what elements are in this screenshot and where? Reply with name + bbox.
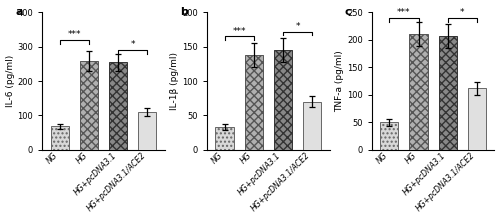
Bar [244, 55, 263, 150]
Bar [380, 122, 398, 150]
Bar [468, 88, 486, 150]
Y-axis label: IL-1β (pg/ml): IL-1β (pg/ml) [170, 52, 179, 110]
Text: c: c [345, 7, 352, 17]
Text: ***: *** [232, 27, 246, 36]
Bar [216, 127, 234, 150]
Bar [109, 62, 127, 150]
Bar [303, 102, 321, 150]
Bar [274, 50, 292, 150]
Bar [410, 34, 428, 150]
Bar [138, 112, 156, 150]
Text: ***: *** [68, 30, 81, 39]
Text: b: b [180, 7, 188, 17]
Text: a: a [16, 7, 23, 17]
Bar [50, 126, 69, 150]
Text: ***: *** [397, 8, 410, 17]
Text: *: * [460, 8, 464, 17]
Text: *: * [130, 41, 135, 49]
Y-axis label: TNF-a (pg/ml): TNF-a (pg/ml) [335, 50, 344, 112]
Bar [80, 61, 98, 150]
Text: *: * [296, 22, 300, 31]
Y-axis label: IL-6 (pg/ml): IL-6 (pg/ml) [6, 55, 15, 107]
Bar [438, 36, 457, 150]
